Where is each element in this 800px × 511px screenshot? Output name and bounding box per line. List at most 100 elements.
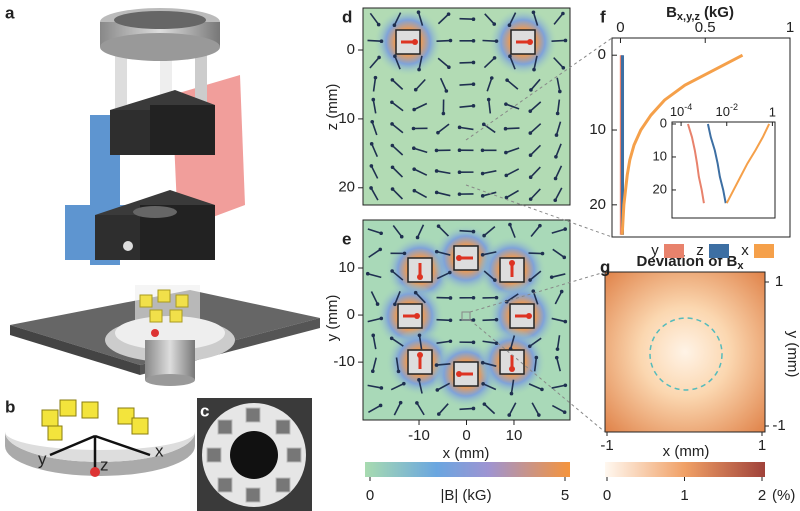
plot-title: Bx,y,z (kG) xyxy=(666,4,734,23)
x-tick-label: 1 xyxy=(769,104,776,119)
field-arrow-head xyxy=(471,295,476,300)
field-arrow-head xyxy=(549,275,554,279)
field-arrow-head xyxy=(561,11,565,16)
field-arrow-head xyxy=(447,65,451,70)
field-arrow xyxy=(530,166,541,178)
field-arrow-head xyxy=(482,233,486,238)
field-arrow xyxy=(533,357,538,372)
x-tick-label: 10-2 xyxy=(715,102,737,119)
field-arrow-head xyxy=(493,278,497,282)
field-arrow-head xyxy=(412,167,416,171)
field-arrow-head xyxy=(411,126,416,131)
field-arrow xyxy=(555,121,562,136)
field-arrow xyxy=(369,56,380,69)
panel-label: e xyxy=(342,229,351,248)
field-arrow xyxy=(370,143,379,158)
field-arrow xyxy=(506,79,519,90)
field-arrow xyxy=(529,123,542,134)
field-arrow xyxy=(459,83,474,86)
field-arrow xyxy=(482,383,497,391)
legend-label: z xyxy=(696,242,704,259)
field-arrow xyxy=(459,17,474,21)
panel-label: c xyxy=(200,401,209,420)
tick-exponent: -4 xyxy=(684,102,692,112)
title-sub: x,y,z xyxy=(677,11,701,23)
field-arrow xyxy=(482,170,497,175)
field-arrow xyxy=(391,337,404,347)
field-arrow xyxy=(459,126,474,131)
field-arrow xyxy=(372,357,377,372)
field-arrow xyxy=(532,12,539,26)
field-arrow xyxy=(413,189,428,199)
field-arrow-head xyxy=(376,22,381,27)
field-arrow xyxy=(436,39,451,42)
field-arrow-head xyxy=(563,38,568,43)
field-arrow-head xyxy=(527,344,532,349)
field-arrow-head xyxy=(390,165,395,170)
field-arrow-head xyxy=(402,251,407,256)
magnet-arrow-head xyxy=(412,39,418,45)
field-arrow xyxy=(391,101,404,112)
field-arrow-head xyxy=(504,195,509,200)
field-arrow-head xyxy=(379,386,384,390)
y-tick-label: 20 xyxy=(338,179,355,196)
field-arrow xyxy=(551,273,566,278)
field-arrow xyxy=(370,165,379,179)
panel-label: b xyxy=(5,397,15,416)
field-arrow xyxy=(554,291,563,305)
field-arrow xyxy=(437,123,450,134)
field-arrow-head xyxy=(471,82,476,86)
tick-exponent: -2 xyxy=(730,102,738,112)
field-arrow-head xyxy=(417,67,421,72)
field-arrow xyxy=(551,317,566,323)
field-arrow-head xyxy=(505,78,509,82)
field-arrow-head xyxy=(434,148,439,153)
tick-base: 10 xyxy=(670,104,684,119)
field-arrow xyxy=(439,77,448,92)
x-tick-label: 1 xyxy=(786,19,794,36)
field-arrow xyxy=(459,229,474,233)
field-arrow-head xyxy=(390,100,394,105)
magnet-arrow-head xyxy=(417,352,423,358)
field-arrow xyxy=(436,191,451,197)
field-arrow xyxy=(371,121,378,136)
x-tick-label: -1 xyxy=(600,437,613,454)
x-tick-label: 0.5 xyxy=(695,19,716,36)
x-tick-label: 0 xyxy=(462,427,470,444)
inset-plot xyxy=(686,123,771,204)
field-arrow xyxy=(367,317,382,323)
field-arrow-head xyxy=(378,403,383,408)
field-arrow-head xyxy=(378,247,383,252)
field-arrow xyxy=(392,225,403,238)
field-arrow xyxy=(505,103,520,110)
field-arrow-head xyxy=(413,290,418,295)
magnet-arrow-head xyxy=(526,313,532,319)
magnet-arrow-head xyxy=(509,366,515,372)
colorbar-tick-label: 2 xyxy=(758,487,766,504)
field-arrow xyxy=(418,335,423,350)
field-arrow-head xyxy=(554,355,559,360)
x-axis-label: x (mm) xyxy=(443,445,490,462)
y-tick-label: -10 xyxy=(333,353,355,370)
x-tick-label: 1 xyxy=(758,437,766,454)
line-plot xyxy=(619,53,744,235)
field-arrow-head xyxy=(390,269,394,273)
field-arrow xyxy=(391,188,404,200)
field-arrow xyxy=(391,123,404,134)
field-arrow-head xyxy=(471,104,476,108)
field-arrow xyxy=(483,226,496,237)
field-arrow-head xyxy=(437,412,441,416)
field-arrow xyxy=(438,403,449,415)
field-arrow-head xyxy=(494,341,499,345)
field-arrow-head xyxy=(379,316,384,321)
field-arrow-head xyxy=(504,150,508,155)
colorbar-e xyxy=(365,462,570,477)
field-arrow xyxy=(529,270,542,281)
field-arrow-head xyxy=(416,10,421,15)
field-arrow-head xyxy=(494,39,499,43)
field-arrow-head xyxy=(375,302,380,306)
y-tick-label: -1 xyxy=(772,417,785,434)
field-arrow xyxy=(436,170,451,175)
field-arrow-head xyxy=(457,170,462,175)
field-arrow xyxy=(370,291,379,305)
